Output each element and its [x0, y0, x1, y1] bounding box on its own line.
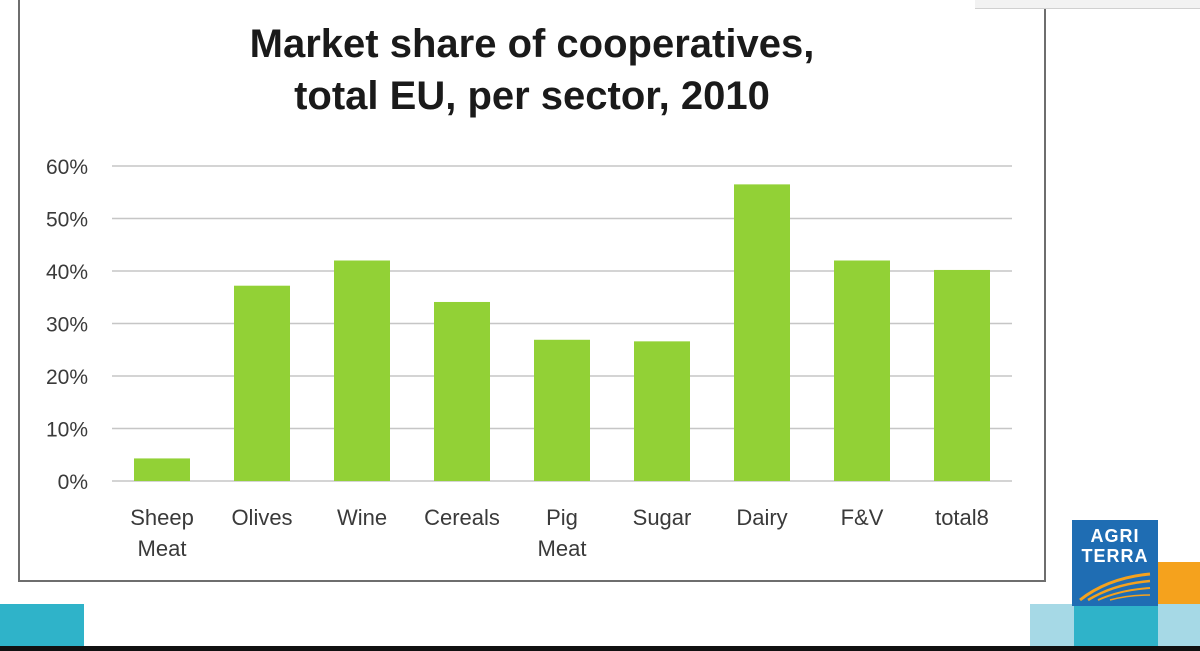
x-tick-label: Wine: [337, 505, 387, 530]
x-tick-label: Dairy: [736, 505, 787, 530]
logo-text-line2: TERRA: [1081, 546, 1149, 566]
bar: [534, 339, 590, 481]
decor-block-orange: [1158, 562, 1200, 604]
decor-block-right-teal: [1074, 604, 1158, 648]
x-tick-label-line: Olives: [231, 505, 292, 530]
x-tick-label-line: Wine: [337, 505, 387, 530]
chart-title: Market share of cooperatives, total EU, …: [249, 22, 815, 118]
y-tick-label: 30%: [46, 314, 88, 337]
x-tick-label: Olives: [231, 505, 292, 530]
y-tick-label: 10%: [46, 419, 88, 442]
bar: [234, 285, 290, 481]
decor-block-left: [0, 604, 84, 648]
x-tick-label: total8: [935, 505, 989, 530]
bar: [434, 301, 490, 481]
top-right-tab: [975, 0, 1200, 9]
y-tick-label: 0%: [58, 471, 88, 494]
x-tick-label: Pig Meat: [538, 505, 587, 561]
x-tick-label-line: F&V: [841, 505, 884, 530]
x-tick-label-line: Sugar: [633, 505, 692, 530]
bar: [634, 341, 690, 481]
y-tick-label: 50%: [46, 209, 88, 232]
y-tick-label: 20%: [46, 366, 88, 389]
x-tick-label: Cereals: [424, 505, 500, 530]
x-tick-label-line: Sheep: [130, 505, 194, 530]
x-tick-label-line: Dairy: [736, 505, 787, 530]
x-tick-label-line: total8: [935, 505, 989, 530]
agriterra-logo: AGRI TERRA: [1072, 520, 1158, 606]
bar: [134, 458, 190, 481]
y-tick-label: 60%: [46, 156, 88, 179]
logo-text-line1: AGRI: [1090, 526, 1140, 546]
y-tick-label: 40%: [46, 261, 88, 284]
x-tick-label-line: Pig: [546, 505, 578, 530]
bar: [834, 260, 890, 481]
logo-swoosh-icon: [1079, 572, 1151, 602]
bar: [734, 184, 790, 481]
x-tick-label: F&V: [841, 505, 884, 530]
decor-block-right-light-2: [1158, 604, 1200, 648]
bottom-bar: [0, 646, 1200, 651]
x-tick-label-line: Cereals: [424, 505, 500, 530]
bar: [934, 269, 990, 481]
bar: [334, 260, 390, 481]
x-tick-label-line: Meat: [138, 536, 187, 561]
x-tick-label-line: Meat: [538, 536, 587, 561]
decor-block-right-light: [1030, 604, 1074, 648]
x-tick-label: Sheep Meat: [130, 505, 194, 561]
x-tick-label: Sugar: [633, 505, 692, 530]
